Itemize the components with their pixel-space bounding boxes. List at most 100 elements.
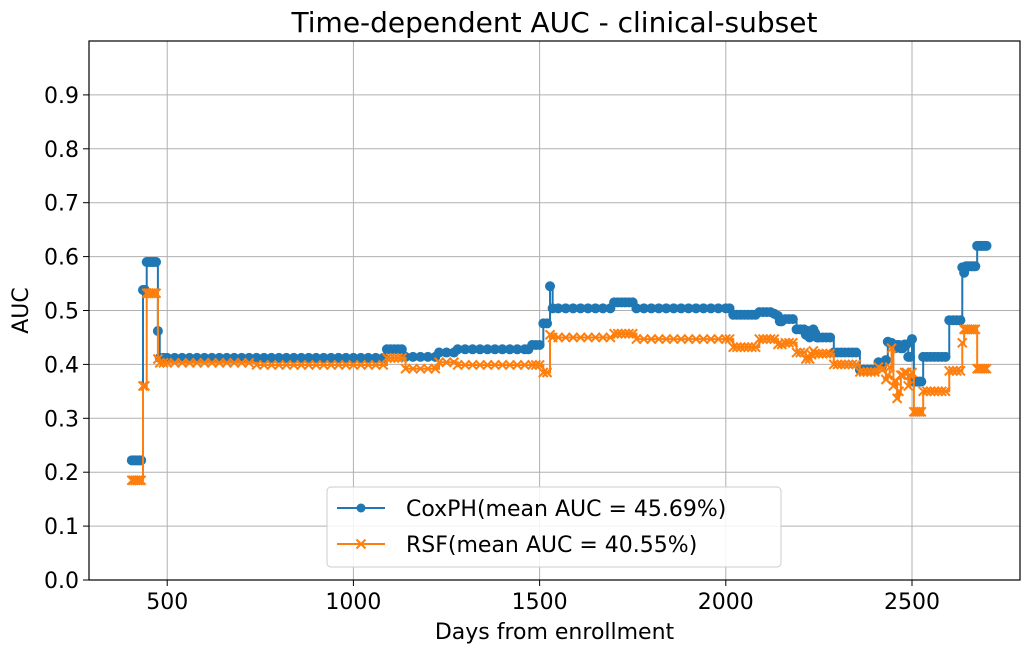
series-line [131, 292, 987, 482]
data-point [422, 363, 434, 374]
data-point [661, 333, 672, 345]
data-point [519, 359, 530, 371]
data-point [739, 341, 750, 353]
data-point [675, 333, 687, 345]
data-point [865, 366, 877, 378]
data-point [698, 333, 709, 345]
data-point [452, 344, 463, 355]
y-tick-label: 0.6 [44, 246, 79, 271]
data-point [583, 303, 594, 314]
data-point [936, 386, 948, 397]
data-point [787, 337, 799, 349]
data-point [616, 328, 627, 339]
data-point [705, 333, 717, 345]
data-point [772, 339, 784, 350]
data-point [434, 347, 445, 358]
data-point [206, 357, 218, 368]
data-point [396, 344, 407, 355]
data-point [914, 406, 925, 418]
data-point [899, 367, 910, 378]
data-point [134, 475, 145, 486]
data-point [836, 359, 847, 370]
data-point [526, 359, 538, 371]
data-point [148, 288, 160, 299]
x-tick-label: 1500 [512, 590, 568, 615]
data-point [392, 352, 404, 364]
data-point [783, 337, 795, 349]
legend-marker-rsf [355, 538, 367, 550]
data-point [475, 344, 486, 355]
data-point [452, 359, 463, 371]
data-point [150, 288, 162, 299]
data-point [746, 341, 758, 353]
data-point [176, 357, 188, 368]
data-point [381, 352, 393, 364]
y-tick-label: 0.3 [44, 407, 79, 432]
data-point [791, 347, 802, 358]
data-point [631, 333, 642, 345]
data-point [553, 303, 564, 314]
data-point [355, 352, 366, 363]
data-point [646, 333, 657, 345]
data-point [757, 333, 769, 345]
data-point [489, 359, 501, 371]
data-point [880, 355, 891, 366]
legend-label-coxph: CoxPH(mean AUC = 45.69%) [406, 497, 726, 522]
data-point [318, 352, 329, 363]
data-point [653, 333, 664, 345]
data-point [968, 324, 979, 335]
data-point [916, 406, 927, 418]
data-point [389, 352, 400, 364]
data-point [459, 359, 471, 371]
data-point [433, 357, 445, 368]
data-point [333, 352, 344, 363]
data-point [940, 351, 951, 362]
data-point [467, 359, 478, 371]
data-point [575, 332, 586, 343]
data-point [780, 337, 791, 349]
data-point [504, 344, 515, 355]
data-point [422, 351, 433, 362]
data-point [916, 376, 927, 387]
data-point [266, 352, 277, 363]
y-tick-label: 0.5 [44, 300, 79, 325]
data-point [147, 288, 158, 299]
data-point [497, 344, 508, 355]
data-point [843, 359, 854, 370]
data-point [742, 341, 754, 353]
data-point [251, 352, 262, 363]
data-point [363, 352, 374, 363]
data-point [288, 352, 299, 363]
data-point [504, 359, 516, 371]
data-point [977, 363, 988, 374]
data-point [638, 303, 649, 314]
data-point [912, 406, 923, 418]
data-point [769, 333, 780, 345]
data-point [538, 367, 549, 378]
data-point [243, 357, 255, 368]
data-point [623, 328, 635, 339]
data-point [303, 359, 314, 371]
data-point [903, 380, 914, 392]
data-point [813, 348, 825, 359]
data-point [713, 303, 724, 314]
data-point [135, 475, 147, 486]
data-point [567, 332, 579, 343]
data-point [690, 333, 702, 345]
data-point [191, 357, 203, 368]
data-point [590, 303, 601, 314]
data-point [273, 359, 285, 371]
data-point [597, 332, 609, 343]
data-point [340, 359, 352, 371]
data-point [482, 344, 493, 355]
data-point [817, 348, 828, 359]
x-tick-label: 2000 [698, 590, 754, 615]
legend-box [326, 486, 782, 568]
data-point [713, 333, 724, 345]
data-point [828, 359, 840, 370]
data-point [441, 357, 452, 368]
data-point [251, 359, 262, 371]
data-point [582, 332, 594, 343]
data-point [281, 352, 292, 363]
